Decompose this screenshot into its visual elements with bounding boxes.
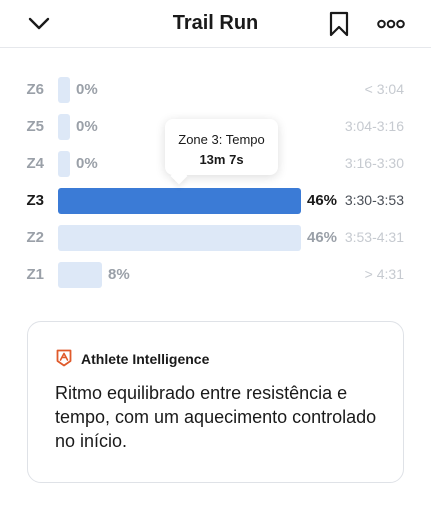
- zone-bar[interactable]: [58, 151, 70, 177]
- zone-pace-range: < 3:04: [364, 81, 404, 97]
- zone-pace-range: 3:30-3:53: [344, 192, 404, 208]
- zone-label: Z2: [26, 229, 44, 246]
- zone-percent: 0%: [76, 81, 98, 98]
- zone-label: Z3: [26, 192, 44, 209]
- zone-percent: 46%: [307, 192, 338, 209]
- card-title: Athlete Intelligence: [81, 351, 210, 367]
- zone-percent: 8%: [108, 266, 130, 283]
- zone-pace-range: 3:16-3:30: [344, 155, 404, 171]
- zone-bar[interactable]: [58, 225, 301, 251]
- zone-label: Z1: [26, 266, 44, 283]
- zone-bar[interactable]: [58, 77, 70, 103]
- zone-row-z1[interactable]: Z1 8% > 4:31: [0, 261, 431, 289]
- zone-label: Z5: [26, 118, 44, 135]
- zone-label: Z6: [26, 81, 44, 98]
- chevron-down-icon[interactable]: [22, 8, 56, 40]
- zone-row-z6[interactable]: Z6 0% < 3:04: [0, 76, 431, 104]
- header-bar: Trail Run: [0, 0, 431, 48]
- more-dots-icon[interactable]: [373, 8, 409, 40]
- zone-pace-range: 3:04-3:16: [344, 118, 404, 134]
- zone-pace-range: 3:53-4:31: [344, 229, 404, 245]
- zone-pace-range: > 4:31: [364, 266, 404, 282]
- zone-row-z2[interactable]: Z2 46% 3:53-4:31: [0, 224, 431, 252]
- athlete-intelligence-card[interactable]: Athlete Intelligence Ritmo equilibrado e…: [27, 321, 404, 483]
- zone-percent: 0%: [76, 118, 98, 135]
- zone-percent: 46%: [307, 229, 338, 246]
- zone-row-z4[interactable]: Z4 0% 3:16-3:30: [0, 150, 431, 178]
- zone-label: Z4: [26, 155, 44, 172]
- zone-bar[interactable]: [58, 188, 301, 214]
- zone-tooltip: Zone 3: Tempo 13m 7s: [165, 119, 278, 175]
- zone-bar[interactable]: [58, 262, 102, 288]
- tooltip-title: Zone 3: Tempo: [178, 132, 265, 147]
- card-text: Ritmo equilibrado entre resistência e te…: [55, 383, 377, 451]
- page-title: Trail Run: [172, 12, 259, 34]
- tooltip-value: 13m 7s: [199, 152, 244, 167]
- zone-bar[interactable]: [58, 114, 70, 140]
- zone-row-z5[interactable]: Z5 0% 3:04-3:16: [0, 113, 431, 141]
- athlete-intelligence-icon: [56, 349, 72, 367]
- zone-percent: 0%: [76, 155, 98, 172]
- bookmark-icon[interactable]: [322, 8, 356, 40]
- zone-row-z3[interactable]: Z3 46% 3:30-3:53: [0, 187, 431, 215]
